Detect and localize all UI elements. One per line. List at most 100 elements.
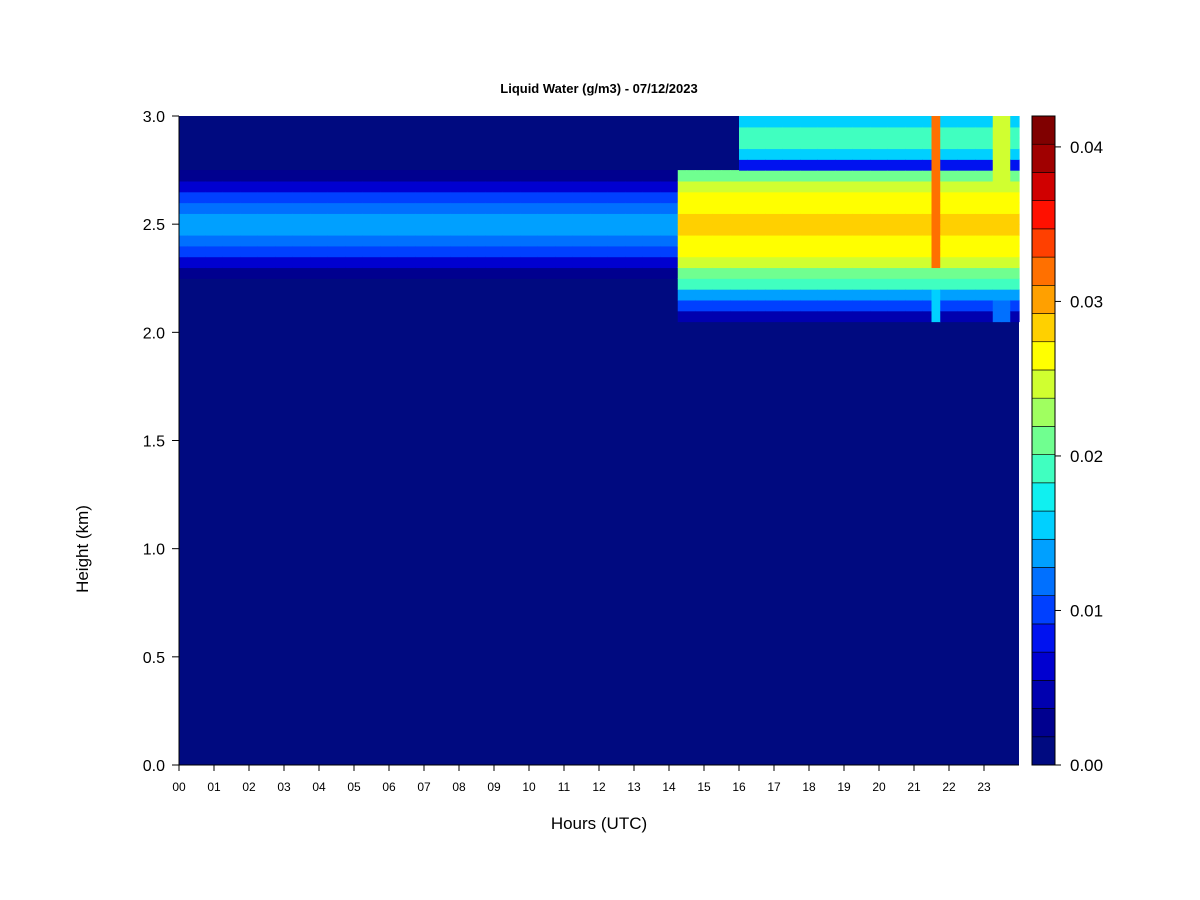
heatmap-cell <box>214 202 224 214</box>
heatmap-cell <box>949 116 959 128</box>
heatmap-cell <box>537 256 548 269</box>
heatmap-cell <box>914 159 924 171</box>
heatmap-cell <box>205 180 215 193</box>
heatmap-cell <box>739 180 749 193</box>
heatmap-cell <box>231 245 241 258</box>
heatmap-cell <box>660 170 670 182</box>
heatmap-cell <box>546 256 556 269</box>
heatmap-cell <box>669 224 679 236</box>
heatmap-cell <box>922 278 933 290</box>
heatmap-cell <box>537 213 548 225</box>
heatmap-cell <box>896 234 906 247</box>
heatmap-cell <box>581 213 591 225</box>
heatmap-cell <box>931 256 941 269</box>
heatmap-cell <box>625 234 635 247</box>
heatmap-cell <box>800 137 810 150</box>
heatmap-cell <box>319 170 329 182</box>
heatmap-cell <box>240 170 250 182</box>
colorbar-segment <box>1031 284 1056 314</box>
heatmap-cell <box>459 170 469 182</box>
heatmap-cell <box>940 126 950 139</box>
heatmap-cell <box>817 116 828 128</box>
heatmap-cell <box>354 202 364 214</box>
heatmap-cell <box>774 137 784 150</box>
heatmap-cell <box>861 116 871 128</box>
heatmap-cell <box>721 267 731 279</box>
heatmap-cell <box>187 180 198 193</box>
heatmap-cell <box>896 126 906 139</box>
heatmap-cell <box>476 170 486 182</box>
heatmap-cell <box>914 170 924 182</box>
heatmap-cell <box>835 310 845 323</box>
heatmap-cell <box>817 256 828 269</box>
heatmap-cell <box>424 202 434 214</box>
heatmap-cell <box>301 180 311 193</box>
heatmap-cell <box>739 170 749 182</box>
heatmap-cell <box>520 224 530 236</box>
heatmap-cell <box>1010 170 1020 182</box>
heatmap-cell <box>502 180 513 193</box>
heatmap-cell <box>940 310 950 323</box>
x-axis-label: Hours (UTC) <box>551 814 647 833</box>
heatmap-cell <box>625 267 635 279</box>
heatmap-cell <box>1001 126 1011 139</box>
heatmap-cell <box>555 256 565 269</box>
heatmap-cell <box>704 289 714 301</box>
heatmap-cell <box>345 234 355 247</box>
heatmap-cell <box>712 180 723 193</box>
heatmap-cell <box>660 180 670 193</box>
heatmap-cell <box>677 170 688 182</box>
heatmap-cell <box>887 180 898 193</box>
heatmap-cell <box>301 256 311 269</box>
heatmap-cell <box>870 267 880 279</box>
heatmap-cell <box>721 202 731 214</box>
x-tick-label: 09 <box>487 780 501 794</box>
heatmap-cell <box>817 159 828 171</box>
heatmap-cell <box>336 234 346 247</box>
heatmap-cell <box>354 224 364 236</box>
heatmap-cell <box>739 137 749 150</box>
heatmap-cell <box>949 299 959 312</box>
heatmap-cell <box>809 148 819 160</box>
heatmap-cell <box>765 245 775 258</box>
heatmap-cell <box>187 224 198 236</box>
heatmap-cell <box>634 245 644 258</box>
heatmap-cell <box>975 256 985 269</box>
heatmap-cell <box>966 310 976 323</box>
heatmap-cell <box>459 202 469 214</box>
heatmap-cell <box>275 213 285 225</box>
heatmap-cell <box>756 116 766 128</box>
heatmap-cell <box>817 224 828 236</box>
heatmap-cell <box>949 267 959 279</box>
colorbar-segment <box>1031 736 1056 766</box>
heatmap-cell <box>949 278 959 290</box>
heatmap-cell <box>852 126 863 139</box>
heatmap-cell <box>625 213 635 225</box>
heatmap-cell <box>581 224 591 236</box>
heatmap-cell <box>389 202 399 214</box>
heatmap-cell <box>852 213 863 225</box>
heatmap-cell <box>485 170 495 182</box>
heatmap-cell <box>319 191 329 204</box>
heatmap-cell <box>896 137 906 150</box>
heatmap-cell <box>782 234 793 247</box>
heatmap-cell <box>756 148 766 160</box>
heatmap-cell <box>616 170 626 182</box>
heatmap-cell <box>616 224 626 236</box>
heatmap-cell <box>380 180 390 193</box>
heatmap-cell <box>922 148 933 160</box>
heatmap-cell <box>257 256 268 269</box>
heatmap-cell <box>870 137 880 150</box>
heatmap-cell <box>957 148 968 160</box>
heatmap-cell <box>992 256 1003 269</box>
heatmap-cell <box>301 191 311 204</box>
heatmap-cell <box>249 170 259 182</box>
heatmap-cell <box>852 148 863 160</box>
heatmap-cell <box>397 202 408 214</box>
heatmap-cell <box>870 159 880 171</box>
heatmap-cell <box>809 191 819 204</box>
heatmap-cell <box>879 170 889 182</box>
heatmap-cell <box>301 213 311 225</box>
heatmap-cell <box>774 116 784 128</box>
